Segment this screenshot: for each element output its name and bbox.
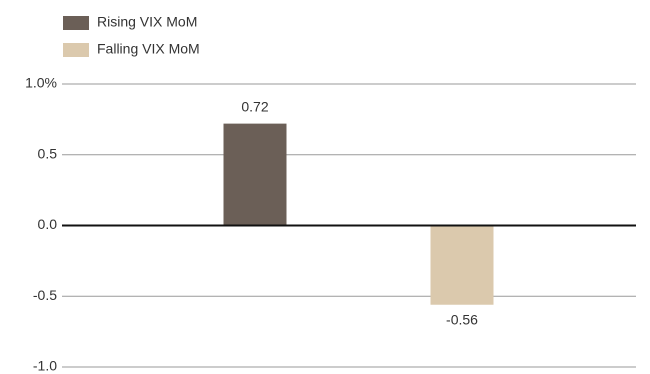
legend-label: Rising VIX MoM	[97, 14, 197, 30]
legend-swatch	[63, 43, 89, 57]
y-tick-label: 0.5	[38, 145, 58, 161]
bar	[430, 225, 494, 305]
value-label: -0.56	[446, 311, 478, 327]
y-tick-label: 1.0%	[25, 75, 57, 91]
y-tick-label: -1.0	[33, 358, 57, 374]
bar	[223, 123, 287, 226]
legend-label: Falling VIX MoM	[97, 41, 200, 57]
y-tick-label: 0.0	[38, 216, 58, 232]
value-label: 0.72	[241, 98, 268, 114]
y-tick-label: -0.5	[33, 287, 57, 303]
legend-swatch	[63, 16, 89, 30]
